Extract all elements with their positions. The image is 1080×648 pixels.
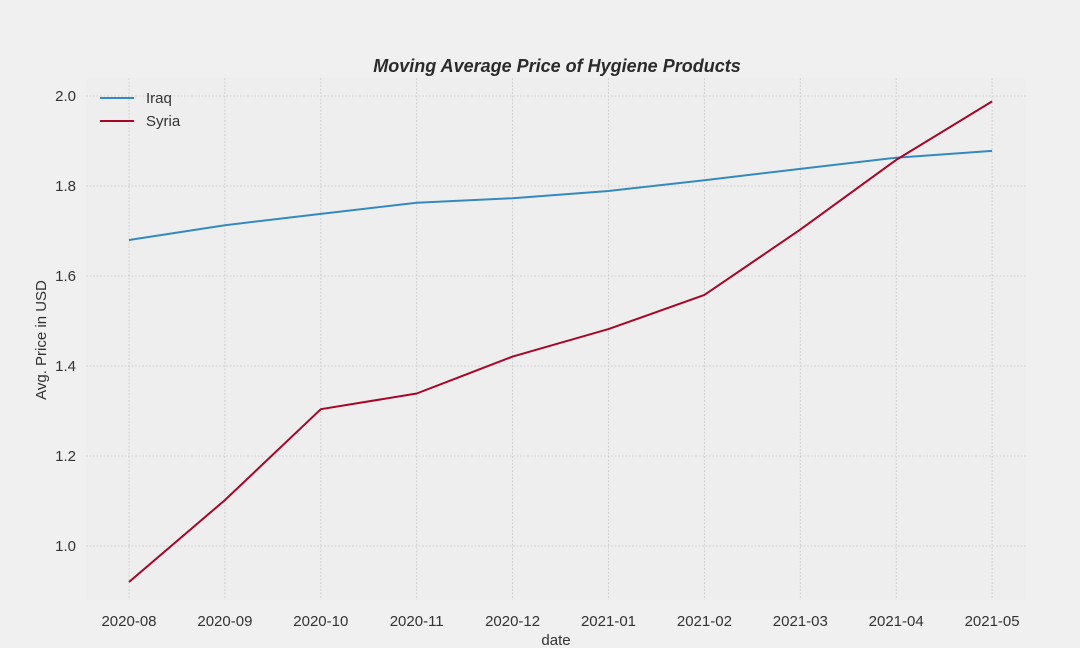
tick-labels: 2020-08 2020-09 2020-10 2020-11 2020-12 2021-… — [55, 88, 1019, 630]
legend: Iraq Syria — [100, 90, 181, 130]
series-layer — [128, 100, 993, 583]
grid — [86, 78, 1026, 600]
x-tick-label: 2021-03 — [773, 613, 828, 630]
legend-label: Syria — [146, 113, 181, 130]
y-axis-label: Avg. Price in USD — [33, 280, 50, 400]
y-tick-label: 1.2 — [55, 448, 76, 465]
y-tick-label: 1.0 — [55, 538, 76, 555]
series-line-iraq — [128, 149, 993, 241]
y-tick-label: 1.6 — [55, 268, 76, 285]
x-tick-label: 2020-08 — [101, 613, 156, 630]
x-tick-label: 2021-05 — [965, 613, 1020, 630]
x-tick-label: 2020-12 — [485, 613, 540, 630]
chart-title: Moving Average Price of Hygiene Products — [373, 56, 740, 76]
y-tick-label: 1.8 — [55, 178, 76, 195]
x-axis-label: date — [541, 632, 570, 648]
x-tick-label: 2020-11 — [390, 613, 444, 630]
series-line-syria — [128, 100, 993, 583]
x-tick-label: 2020-09 — [197, 613, 252, 630]
plot-background — [86, 78, 1026, 600]
x-tick-label: 2020-10 — [293, 613, 348, 630]
x-tick-label: 2021-02 — [677, 613, 732, 630]
y-tick-label: 1.4 — [55, 358, 76, 375]
x-tick-label: 2021-01 — [581, 613, 636, 630]
legend-label: Iraq — [146, 90, 172, 107]
y-tick-label: 2.0 — [55, 88, 76, 105]
x-tick-label: 2021-04 — [869, 613, 924, 630]
